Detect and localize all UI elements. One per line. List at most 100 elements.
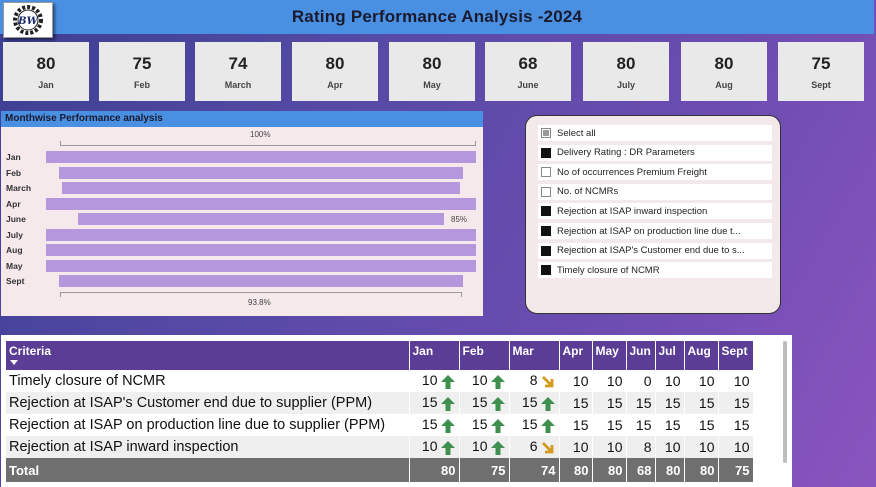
kpi-value: 68 bbox=[518, 53, 538, 73]
cell-value: 15 bbox=[471, 416, 488, 433]
slicer-item[interactable]: Rejection at ISAP on production line due… bbox=[538, 223, 772, 239]
slicer-checkbox[interactable] bbox=[541, 245, 551, 256]
slicer-item-label: Delivery Rating : DR Parameters bbox=[557, 147, 695, 159]
value-cell: 8 bbox=[626, 436, 656, 458]
col-header-sept[interactable]: Sept bbox=[718, 341, 754, 370]
col-header-label: Feb bbox=[462, 344, 484, 358]
slicer-checkbox[interactable] bbox=[541, 128, 551, 138]
bar-aug bbox=[46, 244, 476, 256]
arrow-down-right-icon bbox=[541, 375, 553, 388]
col-header-label: Jan bbox=[412, 344, 434, 358]
kpi-value: 80 bbox=[36, 53, 56, 73]
slicer-item[interactable]: Timely closure of NCMR bbox=[538, 262, 772, 279]
slicer-checkbox[interactable] bbox=[541, 186, 551, 197]
kpi-value: 74 bbox=[228, 53, 248, 73]
kpi-value: 75 bbox=[811, 53, 831, 73]
report-title-bar: Rating Performance Analysis -2024 bbox=[0, 0, 874, 34]
slicer-item[interactable]: Delivery Rating : DR Parameters bbox=[538, 144, 772, 161]
table-row: Timely closure of NCMR 10 10 8 10 10 0 10 10 10 bbox=[6, 370, 754, 392]
chart-annotation-top: 100% bbox=[250, 130, 271, 139]
bar-june bbox=[78, 213, 444, 225]
bar-label-apr: Apr bbox=[6, 198, 21, 209]
slicer-item[interactable]: No. of NCMRs bbox=[538, 183, 772, 200]
col-header-label: Jul bbox=[658, 344, 676, 358]
col-header-feb[interactable]: Feb bbox=[459, 341, 510, 370]
kpi-label: Sept bbox=[811, 79, 831, 90]
total-value: 74 bbox=[509, 458, 560, 482]
col-header-may[interactable]: May bbox=[592, 341, 627, 370]
value-cell: 10 bbox=[684, 436, 719, 458]
kpi-card-july: 80 July bbox=[583, 42, 669, 101]
value-cell: 8 bbox=[509, 370, 560, 392]
arrow-up-icon bbox=[540, 418, 555, 433]
cell-value: 15 bbox=[572, 417, 589, 433]
slicer-checkbox[interactable] bbox=[541, 226, 551, 236]
kpi-card-apr: 80 Apr bbox=[292, 42, 378, 101]
slicer-item[interactable]: Select all bbox=[538, 125, 772, 141]
bar-feb bbox=[59, 166, 463, 179]
col-header-jan[interactable]: Jan bbox=[409, 341, 460, 370]
value-cell: 15 bbox=[409, 392, 460, 414]
value-cell: 15 bbox=[559, 392, 593, 414]
total-value: 80 bbox=[592, 458, 627, 482]
kpi-value: 80 bbox=[616, 53, 636, 73]
value-cell: 15 bbox=[509, 414, 560, 436]
value-cell: 0 bbox=[626, 370, 656, 392]
slicer-checkbox[interactable] bbox=[541, 147, 551, 158]
value-cell: 15 bbox=[718, 392, 754, 414]
bar-label-sept: Sept bbox=[6, 276, 25, 286]
table-scrollbar[interactable] bbox=[783, 341, 787, 463]
cell-value: 8 bbox=[529, 372, 538, 389]
kpi-value: 75 bbox=[132, 53, 152, 73]
slicer-checkbox[interactable] bbox=[541, 167, 551, 178]
value-cell: 10 bbox=[655, 436, 685, 458]
kpi-value: 80 bbox=[325, 53, 345, 73]
kpi-label: Jan bbox=[38, 79, 54, 90]
kpi-label: March bbox=[224, 79, 252, 90]
slicer-item[interactable]: Rejection at ISAP's Customer end due to … bbox=[538, 242, 772, 259]
value-cell: 15 bbox=[684, 414, 719, 436]
col-header-jul[interactable]: Jul bbox=[655, 341, 685, 370]
slicer-item-label: Rejection at ISAP on production line due… bbox=[557, 225, 741, 237]
cell-value: 10 bbox=[733, 439, 750, 455]
cell-value: 15 bbox=[521, 394, 538, 411]
cell-value: 10 bbox=[606, 439, 623, 455]
kpi-label: June bbox=[517, 79, 539, 90]
slicer-checkbox[interactable] bbox=[541, 206, 551, 217]
col-header-aug[interactable]: Aug bbox=[684, 341, 719, 370]
value-cell: 10 bbox=[559, 436, 593, 458]
monthly-kpi-cards: 80 Jan 75 Feb 74 March 80 Apr 80 May 68 June 80 July 8… bbox=[0, 42, 876, 102]
kpi-label: July bbox=[616, 79, 635, 90]
cell-value: 6 bbox=[529, 438, 538, 455]
chart-bracket-top bbox=[60, 141, 476, 146]
bar-apr bbox=[46, 197, 476, 210]
value-cell: 15 bbox=[655, 392, 685, 414]
cell-value: 15 bbox=[635, 417, 652, 433]
col-header-criteria[interactable]: Criteria bbox=[6, 341, 410, 370]
cell-value: 10 bbox=[471, 372, 488, 389]
slicer-checkbox[interactable] bbox=[541, 265, 551, 276]
table-row: Rejection at ISAP inward inspection 10 10 6… bbox=[6, 436, 754, 458]
slicer-item[interactable]: No of occurrences Premium Freight bbox=[538, 164, 772, 181]
bar-jan bbox=[46, 151, 476, 163]
value-cell: 15 bbox=[592, 414, 627, 436]
col-header-mar[interactable]: Mar bbox=[509, 341, 560, 370]
total-value: 80 bbox=[409, 458, 460, 482]
arrow-up-icon bbox=[490, 440, 505, 455]
table-row: Rejection at ISAP's Customer end due to … bbox=[6, 392, 754, 414]
col-header-label: Aug bbox=[687, 344, 711, 358]
bar-label-feb: Feb bbox=[6, 167, 22, 178]
col-header-jun[interactable]: Jun bbox=[626, 341, 656, 370]
arrow-up-icon bbox=[440, 374, 455, 389]
col-header-label: Apr bbox=[562, 344, 584, 358]
slicer-item[interactable]: Rejection at ISAP inward inspection bbox=[538, 203, 772, 220]
kpi-card-jan: 80 Jan bbox=[3, 42, 89, 101]
bar-label-june: June bbox=[6, 214, 26, 224]
bar-label-aug: Aug bbox=[6, 245, 23, 255]
col-header-apr[interactable]: Apr bbox=[559, 341, 593, 370]
slicer-item-label: Timely closure of NCMR bbox=[557, 264, 660, 276]
criteria-cell: Rejection at ISAP inward inspection bbox=[6, 436, 410, 458]
sort-desc-icon[interactable] bbox=[10, 360, 18, 365]
company-logo: BW bbox=[3, 2, 53, 38]
criteria-table: Criteria Jan Feb Mar Apr May Jun Jul Aug Sept Tim… bbox=[6, 341, 754, 482]
